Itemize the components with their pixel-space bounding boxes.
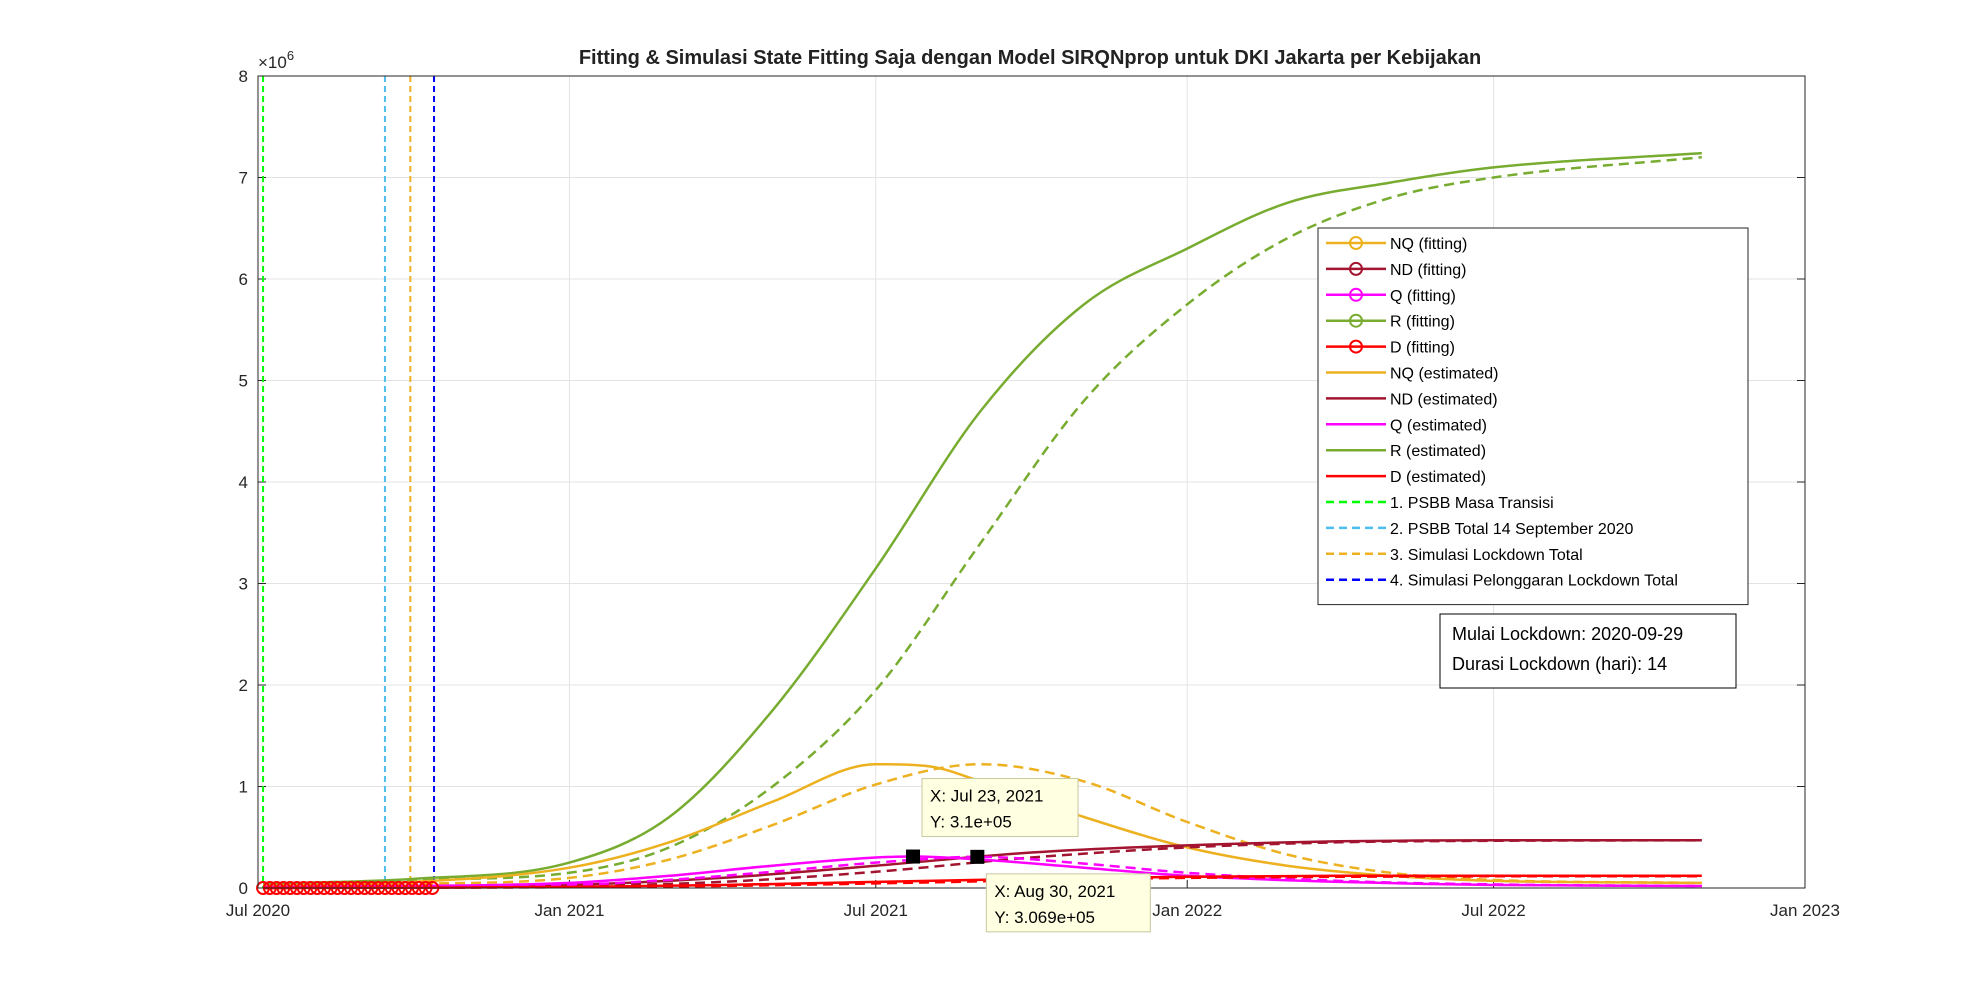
series-line-1 xyxy=(263,155,1702,886)
legend-frame xyxy=(1317,227,1749,606)
legend: NQ (fitting) ND (fitting) Q (fitting) R (fi… xyxy=(1317,227,1749,606)
legend-label: 2. PSBB Total 14 September 2020 xyxy=(1390,521,1634,538)
y-tick-label: 5 xyxy=(239,372,248,391)
y-tick-label: 2 xyxy=(239,676,248,695)
legend-marker xyxy=(1349,287,1363,302)
series-line-0 xyxy=(263,151,1702,886)
series-line-7 xyxy=(263,855,1702,889)
legend-item: Q (estimated) xyxy=(1326,417,1487,434)
legend-label: NQ (estimated) xyxy=(1390,366,1498,383)
legend-item: 3. Simulasi Lockdown Total xyxy=(1326,547,1583,564)
datatip-x: X: Aug 30, 2021 xyxy=(994,882,1115,901)
x-tick-label: Jul 2020 xyxy=(226,901,290,920)
datatip-box xyxy=(985,873,1151,933)
y-tick-label: 4 xyxy=(239,473,248,492)
legend-label: 1. PSBB Masa Transisi xyxy=(1390,495,1554,512)
legend-marker xyxy=(1349,313,1363,328)
legend-marker xyxy=(1349,261,1363,276)
legend-marker xyxy=(1349,339,1363,354)
y-tick-label: 6 xyxy=(239,270,248,289)
x-tick-label: Jan 2021 xyxy=(534,901,604,920)
legend-item: Q (fitting) xyxy=(1326,287,1456,305)
legend-item: NQ (fitting) xyxy=(1326,236,1467,253)
legend-label: D (fitting) xyxy=(1390,340,1455,357)
x-tick-label: Jul 2022 xyxy=(1461,901,1525,920)
legend-label: 3. Simulasi Lockdown Total xyxy=(1390,547,1583,564)
legend-item: 2. PSBB Total 14 September 2020 xyxy=(1326,521,1634,538)
chart-title: Fitting & Simulasi State Fitting Saja de… xyxy=(579,47,1481,69)
legend-item: ND (estimated) xyxy=(1326,391,1498,408)
legend-label: 4. Simulasi Pelonggaran Lockdown Total xyxy=(1390,573,1678,590)
y-tick-label: 0 xyxy=(239,879,248,898)
datatip: X: Jul 23, 2021 Y: 3.1e+05 xyxy=(906,778,1079,864)
axis-ticks: Jul 2020 Jan 2021 Jul 2021 Jan 2022 Jul 2022… xyxy=(226,67,1840,920)
legend-item: NQ (estimated) xyxy=(1326,366,1498,383)
datatip-y: Y: 3.069e+05 xyxy=(994,908,1095,927)
x-tick-label: Jan 2023 xyxy=(1770,901,1840,920)
info-box-line1: Mulai Lockdown: 2020-09-29 xyxy=(1452,624,1683,644)
y-tick-label: 1 xyxy=(239,778,248,797)
series-line-3 xyxy=(263,762,1702,888)
y-tick-label: 7 xyxy=(239,169,248,188)
legend-marker xyxy=(1349,236,1363,250)
legend-label: Q (fitting) xyxy=(1390,288,1456,305)
legend-label: R (fitting) xyxy=(1390,314,1455,331)
datatip: X: Aug 30, 2021 Y: 3.069e+05 xyxy=(970,849,1151,933)
legend-label: D (estimated) xyxy=(1390,469,1486,486)
info-box-frame xyxy=(1439,613,1737,689)
datatips: X: Jul 23, 2021 Y: 3.1e+05 X: Aug 30, 2021… xyxy=(906,778,1151,933)
svg-text:×106: ×106 xyxy=(258,48,294,72)
y-tick-label: 8 xyxy=(239,67,248,86)
series-lines xyxy=(263,151,1702,890)
x-tick-label: Jan 2022 xyxy=(1152,901,1222,920)
policy-lines xyxy=(262,76,436,888)
legend-item: 4. Simulasi Pelonggaran Lockdown Total xyxy=(1326,573,1678,590)
info-box: Mulai Lockdown: 2020-09-29 Durasi Lockdo… xyxy=(1439,613,1737,689)
y-tick-label: 3 xyxy=(239,575,248,594)
info-box-line2: Durasi Lockdown (hari): 14 xyxy=(1452,654,1667,674)
legend-label: NQ (fitting) xyxy=(1390,236,1467,253)
legend-label: ND (estimated) xyxy=(1390,391,1498,408)
legend-item: D (fitting) xyxy=(1326,339,1455,357)
legend-item: 1. PSBB Masa Transisi xyxy=(1326,495,1554,512)
datatip-marker xyxy=(906,849,921,864)
y-exponent-label: ×106 xyxy=(258,48,294,72)
legend-item: R (fitting) xyxy=(1326,313,1455,331)
legend-label: Q (estimated) xyxy=(1390,417,1487,434)
exponent-power: 6 xyxy=(287,48,294,63)
datatip-x: X: Jul 23, 2021 xyxy=(930,787,1043,806)
x-tick-label: Jul 2021 xyxy=(844,901,908,920)
datatip-y: Y: 3.1e+05 xyxy=(930,813,1012,832)
legend-item: R (estimated) xyxy=(1326,443,1486,460)
exponent-base: ×10 xyxy=(258,53,287,72)
legend-label: ND (fitting) xyxy=(1390,262,1466,279)
datatip-box xyxy=(921,778,1079,838)
legend-item: D (estimated) xyxy=(1326,469,1486,486)
legend-item: ND (fitting) xyxy=(1326,261,1466,279)
datatip-marker xyxy=(970,849,985,864)
legend-label: R (estimated) xyxy=(1390,443,1486,460)
